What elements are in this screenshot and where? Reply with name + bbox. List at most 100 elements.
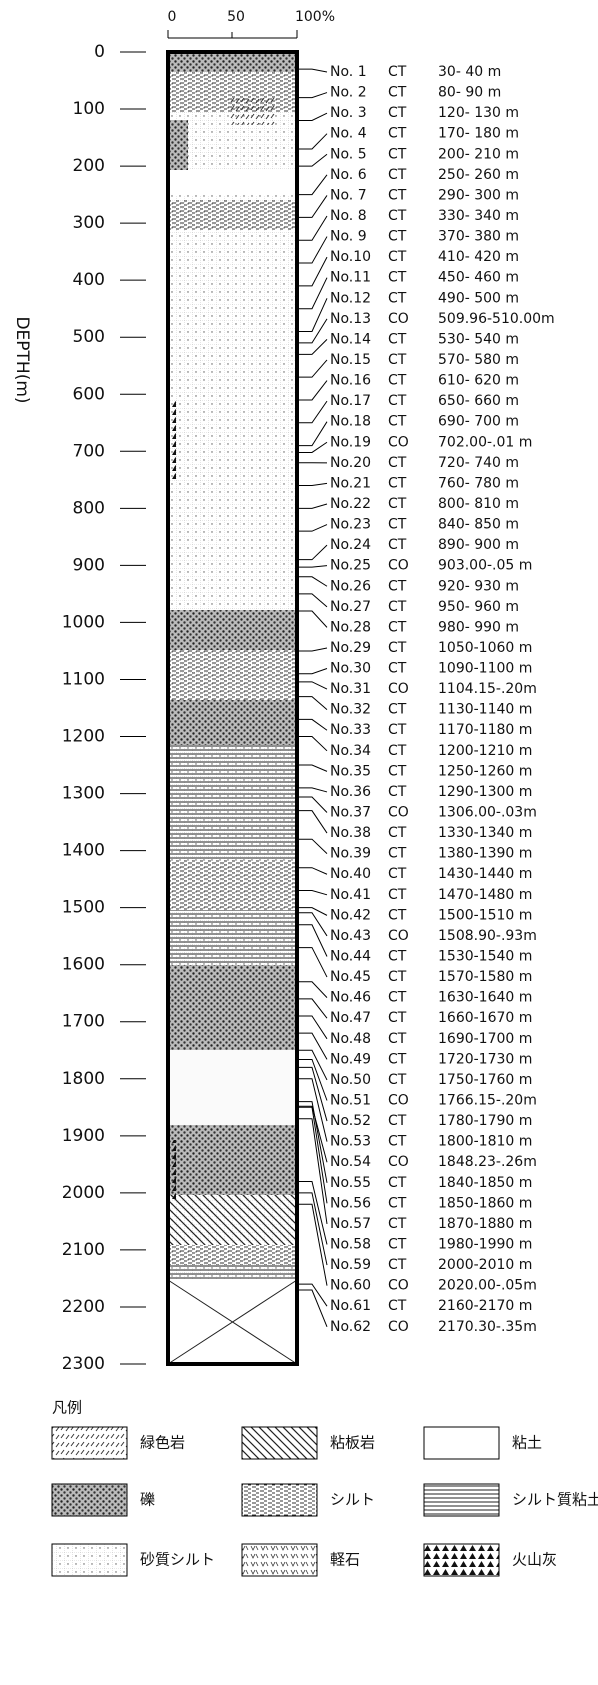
- sample-kind: CT: [388, 352, 407, 368]
- sample-kind: CO: [388, 805, 409, 821]
- sample-range: 840- 850 m: [438, 517, 519, 533]
- sample-no: No.33: [330, 722, 371, 738]
- sample-no: No.10: [330, 249, 371, 265]
- leader-line: [297, 174, 328, 196]
- leader-line: [297, 576, 328, 587]
- sample-range: 1380-1390 m: [438, 846, 532, 862]
- sample-no: No.36: [330, 784, 371, 800]
- legend-swatch: [241, 1483, 318, 1517]
- sample-kind: CT: [388, 64, 407, 80]
- sample-range: 1430-1440 m: [438, 866, 532, 882]
- sample-kind: CT: [388, 331, 407, 347]
- sample-no: No. 8: [330, 208, 367, 224]
- leader-line: [297, 1015, 328, 1040]
- sample-no: No.50: [330, 1072, 371, 1088]
- sample-range: 530- 540 m: [438, 331, 519, 347]
- sample-no: No. 6: [330, 167, 367, 183]
- leader-line: [297, 764, 328, 772]
- legend-title: 凡例: [52, 1399, 82, 1417]
- sample-range: 490- 500 m: [438, 290, 519, 306]
- scale-label: 0: [168, 9, 177, 25]
- sample-kind: CT: [388, 784, 407, 800]
- sample-no: No.30: [330, 661, 371, 677]
- leader-line: [297, 681, 328, 690]
- sample-kind: CT: [388, 229, 407, 245]
- leader-line: [297, 668, 328, 675]
- leader-line: [297, 400, 328, 424]
- sample-range: 1690-1700 m: [438, 1031, 532, 1047]
- leader-line: [297, 810, 328, 834]
- leader-line: [297, 195, 328, 218]
- sample-kind: CT: [388, 270, 407, 286]
- legend-label: 軽石: [330, 1551, 360, 1569]
- sample-no: No.14: [330, 331, 371, 347]
- sample-no: No.56: [330, 1195, 371, 1211]
- leader-line: [297, 1118, 328, 1224]
- legend-label: 粘板岩: [330, 1434, 375, 1452]
- sample-kind: CT: [388, 1051, 407, 1067]
- sample-no: No.59: [330, 1257, 371, 1273]
- sample-kind: CT: [388, 722, 407, 738]
- sample-kind: CT: [388, 85, 407, 101]
- sample-no: No.16: [330, 373, 371, 389]
- sample-kind: CT: [388, 1195, 407, 1211]
- leader-line: [297, 153, 328, 167]
- sample-range: 2000-2010 m: [438, 1257, 532, 1273]
- depth-tick-label: 1100: [62, 669, 105, 689]
- sample-no: No.44: [330, 949, 371, 965]
- sample-no: No.12: [330, 290, 371, 306]
- sample-no: No.22: [330, 496, 371, 512]
- depth-tick-label: 600: [73, 384, 105, 404]
- sample-range: 170- 180 m: [438, 126, 519, 142]
- leader-line: [297, 524, 328, 532]
- leader-line: [297, 112, 328, 121]
- sample-no: No.13: [330, 311, 371, 327]
- sample-range: 1766.15-.20m: [438, 1093, 537, 1109]
- sample-no: No.42: [330, 907, 371, 923]
- legend-swatch: [423, 1426, 500, 1460]
- sample-no: No.38: [330, 825, 371, 841]
- sample-range: 1848.23-.26m: [438, 1154, 537, 1170]
- legend-label: 粘土: [512, 1434, 542, 1452]
- leader-line: [297, 981, 328, 998]
- leader-line: [297, 1078, 328, 1142]
- leader-line: [297, 68, 328, 73]
- sample-kind: CT: [388, 743, 407, 759]
- sample-no: No. 7: [330, 187, 367, 203]
- depth-tick-label: 2300: [62, 1354, 105, 1374]
- legend-label: 砂質シルト: [140, 1551, 215, 1569]
- leader-line: [297, 298, 328, 333]
- sample-range: 650- 660 m: [438, 393, 519, 409]
- sample-no: No.57: [330, 1216, 371, 1232]
- sample-kind: CT: [388, 702, 407, 718]
- leader-line: [297, 1066, 328, 1122]
- sample-kind: CT: [388, 126, 407, 142]
- sample-kind: CT: [388, 1113, 407, 1129]
- leader-line: [297, 1058, 328, 1101]
- sample-no: No.17: [330, 393, 371, 409]
- leader-line: [297, 907, 328, 916]
- leader-line: [297, 1049, 328, 1081]
- sample-no: No.34: [330, 743, 371, 759]
- sample-no: No.45: [330, 969, 371, 985]
- depth-tick-label: 700: [73, 441, 105, 461]
- legend-label: シルト質粘土: [512, 1491, 598, 1509]
- leader-line: [297, 736, 328, 752]
- sample-no: No.24: [330, 537, 371, 553]
- depth-tick-label: 0: [94, 42, 105, 62]
- sample-range: 1508.90-.93m: [438, 928, 537, 944]
- sample-no: No.28: [330, 619, 371, 635]
- sample-kind: CO: [388, 1319, 409, 1335]
- sample-range: 690- 700 m: [438, 414, 519, 430]
- sample-kind: CO: [388, 1278, 409, 1294]
- sample-kind: CT: [388, 599, 407, 615]
- leader-line: [297, 998, 328, 1019]
- sample-range: 450- 460 m: [438, 270, 519, 286]
- sample-range: 1630-1640 m: [438, 990, 532, 1006]
- sample-kind: CT: [388, 537, 407, 553]
- leader-line: [297, 1203, 328, 1286]
- depth-tick-label: 2000: [62, 1183, 105, 1203]
- legend-swatch: [241, 1543, 318, 1577]
- leader-line: [297, 1180, 328, 1245]
- sample-range: 1800-1810 m: [438, 1134, 532, 1150]
